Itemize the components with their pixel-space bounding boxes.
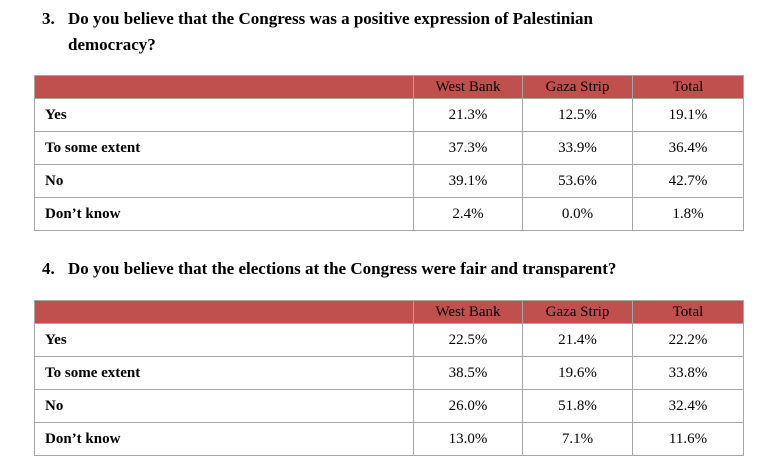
gaza-strip-value: 51.8%: [522, 389, 633, 423]
west-bank-value: 38.5%: [413, 356, 523, 390]
question-4-table: West Bank Gaza Strip Total Yes 22.5% 21.…: [34, 300, 744, 456]
table-row: Yes 21.3% 12.5% 19.1%: [34, 98, 744, 132]
table-row: To some extent 37.3% 33.9% 36.4%: [34, 131, 744, 165]
header-blank-cell: [34, 300, 414, 324]
row-label: Don’t know: [34, 197, 414, 231]
header-total: Total: [632, 75, 744, 99]
table-row: Don’t know 2.4% 0.0% 1.8%: [34, 197, 744, 231]
total-value: 22.2%: [632, 323, 744, 357]
west-bank-value: 22.5%: [413, 323, 523, 357]
question-4-number: 4.: [42, 259, 55, 278]
west-bank-value: 37.3%: [413, 131, 523, 165]
row-label: To some extent: [34, 131, 414, 165]
table-header-row: West Bank Gaza Strip Total: [34, 300, 744, 324]
question-3-number: 3.: [42, 9, 55, 28]
gaza-strip-value: 53.6%: [522, 164, 633, 198]
total-value: 36.4%: [632, 131, 744, 165]
total-value: 33.8%: [632, 356, 744, 390]
west-bank-value: 39.1%: [413, 164, 523, 198]
question-3: 3. Do you believe that the Congress was …: [42, 6, 742, 58]
row-label: Don’t know: [34, 422, 414, 456]
table-header-row: West Bank Gaza Strip Total: [34, 75, 744, 99]
gaza-strip-value: 21.4%: [522, 323, 633, 357]
gaza-strip-value: 19.6%: [522, 356, 633, 390]
west-bank-value: 2.4%: [413, 197, 523, 231]
header-total: Total: [632, 300, 744, 324]
table-row: Don’t know 13.0% 7.1% 11.6%: [34, 422, 744, 456]
row-label: No: [34, 164, 414, 198]
west-bank-value: 26.0%: [413, 389, 523, 423]
question-3-table: West Bank Gaza Strip Total Yes 21.3% 12.…: [34, 75, 744, 231]
header-west-bank: West Bank: [413, 300, 523, 324]
row-label: No: [34, 389, 414, 423]
table-row: No 26.0% 51.8% 32.4%: [34, 389, 744, 423]
total-value: 19.1%: [632, 98, 744, 132]
west-bank-value: 13.0%: [413, 422, 523, 456]
gaza-strip-value: 7.1%: [522, 422, 633, 456]
row-label: Yes: [34, 323, 414, 357]
total-value: 42.7%: [632, 164, 744, 198]
table-row: To some extent 38.5% 19.6% 33.8%: [34, 356, 744, 390]
header-gaza-strip: Gaza Strip: [522, 75, 633, 99]
row-label: To some extent: [34, 356, 414, 390]
header-gaza-strip: Gaza Strip: [522, 300, 633, 324]
question-3-text: Do you believe that the Congress was a p…: [68, 9, 593, 54]
west-bank-value: 21.3%: [413, 98, 523, 132]
table-row: Yes 22.5% 21.4% 22.2%: [34, 323, 744, 357]
header-blank-cell: [34, 75, 414, 99]
row-label: Yes: [34, 98, 414, 132]
gaza-strip-value: 0.0%: [522, 197, 633, 231]
question-4: 4. Do you believe that the elections at …: [42, 256, 742, 282]
table-row: No 39.1% 53.6% 42.7%: [34, 164, 744, 198]
total-value: 1.8%: [632, 197, 744, 231]
total-value: 11.6%: [632, 422, 744, 456]
gaza-strip-value: 12.5%: [522, 98, 633, 132]
header-west-bank: West Bank: [413, 75, 523, 99]
total-value: 32.4%: [632, 389, 744, 423]
gaza-strip-value: 33.9%: [522, 131, 633, 165]
question-4-text: Do you believe that the elections at the…: [68, 259, 617, 278]
